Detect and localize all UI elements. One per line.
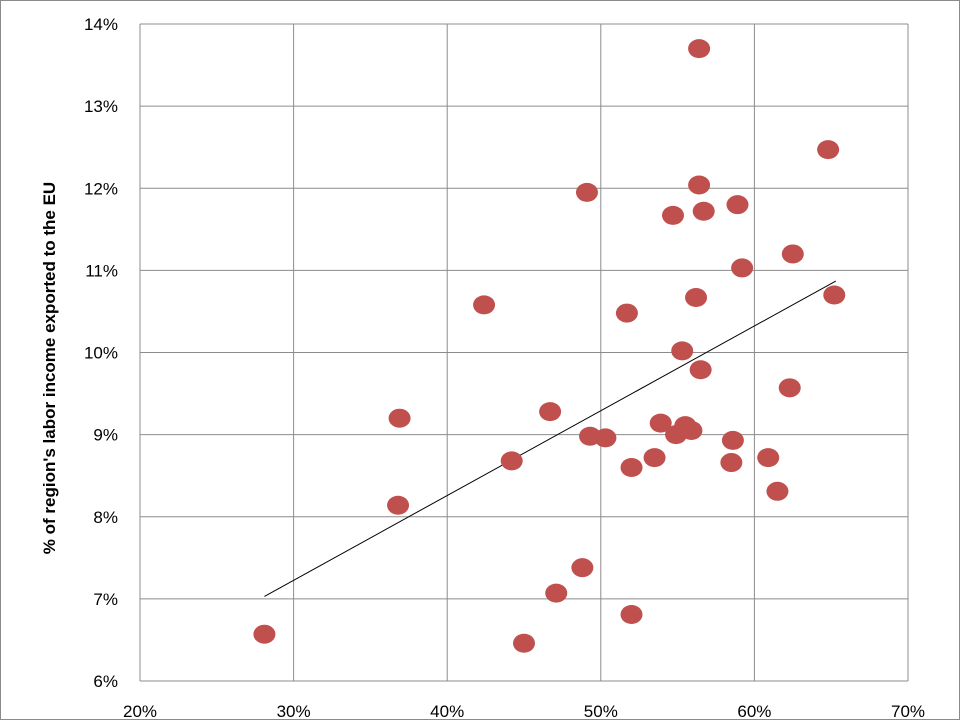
- data-point: [388, 408, 411, 428]
- data-point: [575, 182, 598, 202]
- x-tick-label: 40%: [430, 702, 464, 720]
- data-point: [720, 453, 743, 473]
- y-tick-label: 7%: [93, 590, 118, 609]
- data-point: [688, 39, 711, 59]
- data-point: [689, 360, 712, 380]
- data-point: [721, 430, 744, 450]
- data-point: [680, 421, 703, 441]
- data-point: [671, 341, 694, 361]
- data-point: [253, 624, 276, 644]
- data-point: [545, 583, 568, 603]
- x-tick-label: 70%: [891, 702, 925, 720]
- x-axis-tick-labels: 20% 30% 40% 50% 60% 70%: [123, 702, 925, 720]
- data-point: [692, 201, 715, 221]
- data-point: [781, 244, 804, 264]
- x-tick-label: 20%: [123, 702, 157, 720]
- x-tick-label: 30%: [277, 702, 311, 720]
- trendline-layer: [264, 280, 837, 597]
- data-point: [513, 633, 535, 653]
- trendline: [264, 280, 837, 597]
- data-point: [685, 287, 708, 307]
- y-tick-label: 12%: [84, 179, 118, 198]
- y-tick-label: 10%: [84, 344, 118, 363]
- data-point: [387, 495, 410, 515]
- data-point: [823, 285, 846, 305]
- data-point: [649, 413, 672, 433]
- data-point: [615, 303, 638, 323]
- y-tick-label: 11%: [85, 261, 118, 280]
- data-point: [766, 481, 789, 501]
- data-point: [731, 258, 754, 278]
- data-point: [500, 451, 523, 471]
- data-point: [661, 205, 684, 225]
- data-point: [594, 428, 617, 448]
- data-point: [817, 140, 840, 160]
- grid-lines: [139, 23, 909, 682]
- y-tick-label: 6%: [93, 672, 118, 691]
- data-point: [688, 175, 711, 195]
- y-tick-label: 8%: [93, 508, 118, 527]
- data-point: [778, 378, 801, 398]
- y-tick-label: 9%: [93, 426, 118, 445]
- y-axis-label: % of region's labor income exported to t…: [40, 182, 59, 554]
- y-axis-tick-labels: 6% 7% 8% 9% 10% 11% 12% 13% 14%: [84, 15, 118, 691]
- data-point: [571, 558, 594, 578]
- data-point: [539, 402, 562, 422]
- data-point: [757, 448, 780, 468]
- data-points: [253, 39, 846, 653]
- x-tick-label: 50%: [584, 702, 618, 720]
- data-point: [473, 295, 496, 315]
- y-tick-label: 13%: [84, 97, 118, 116]
- data-point: [620, 457, 643, 477]
- data-point: [726, 195, 749, 215]
- data-point: [620, 604, 643, 624]
- data-point: [643, 448, 666, 468]
- x-tick-label: 60%: [737, 702, 771, 720]
- y-tick-label: 14%: [84, 15, 118, 34]
